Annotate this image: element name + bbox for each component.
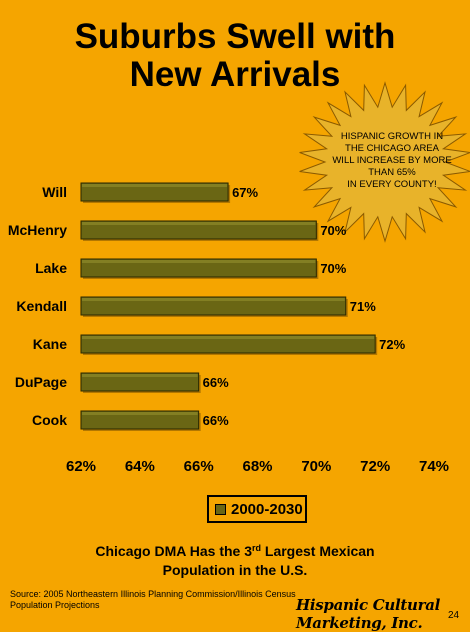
category-label: Will (42, 184, 67, 200)
bar-highlight (82, 374, 198, 377)
page-number: 24 (448, 610, 460, 621)
x-tick-label: 74% (419, 458, 449, 475)
bar (80, 372, 200, 392)
x-tick-label: 66% (184, 458, 214, 475)
page-title: Suburbs Swell with New Arrivals (0, 18, 470, 94)
starburst-shape (299, 81, 470, 243)
title-line-1: Suburbs Swell with (74, 17, 396, 56)
data-label: 66% (203, 375, 229, 390)
bar-highlight (82, 260, 316, 263)
category-label: Lake (35, 260, 67, 276)
bar-highlight (82, 298, 345, 301)
caption-line-2: Population in the U.S. (162, 562, 308, 578)
bar-highlight (82, 336, 375, 339)
category-label: Cook (32, 412, 67, 428)
caption-pre: Chicago DMA Has the 3 (95, 543, 252, 559)
caption-post: Largest Mexican (261, 543, 375, 559)
caption: Chicago DMA Has the 3rd Largest Mexican … (0, 539, 470, 580)
bar (80, 410, 200, 430)
bar (80, 220, 317, 240)
x-tick-label: 70% (301, 458, 331, 475)
callout-line: THE CHICAGO AREA (345, 143, 439, 154)
callout-line: HISPANIC GROWTH IN (340, 131, 444, 142)
caption-sup: rd (252, 543, 261, 553)
x-tick-label: 64% (125, 458, 155, 475)
category-label: McHenry (8, 222, 67, 238)
data-label: 67% (232, 185, 258, 200)
legend: 2000-2030 (207, 495, 307, 523)
data-label: 72% (379, 337, 405, 352)
category-label: Kendall (16, 298, 67, 314)
bar-highlight (82, 412, 198, 415)
data-label: 70% (320, 261, 346, 276)
category-label: Kane (33, 336, 67, 352)
callout-line: WILL INCREASE BY MORE (332, 155, 452, 166)
bar (80, 296, 347, 316)
data-label: 71% (350, 299, 376, 314)
x-tick-label: 62% (66, 458, 96, 475)
x-tick-label: 68% (242, 458, 272, 475)
callout-line: THAN 65% (368, 167, 416, 178)
legend-label: 2000-2030 (231, 500, 303, 518)
title-line-2: New Arrivals (129, 55, 341, 94)
category-label: DuPage (15, 374, 67, 390)
x-tick-label: 72% (360, 458, 390, 475)
bar-highlight (82, 222, 316, 225)
bar-highlight (82, 184, 228, 187)
bar (80, 334, 376, 354)
callout-text: HISPANIC GROWTH IN THE CHICAGO AREA WILL… (322, 131, 462, 191)
data-label: 66% (203, 413, 229, 428)
source-note: Source: 2005 Northeastern Illinois Plann… (10, 589, 296, 610)
bar (80, 258, 317, 278)
data-label: 70% (320, 223, 346, 238)
callout-line: IN EVERY COUNTY! (347, 179, 437, 190)
bar (80, 182, 229, 202)
legend-swatch (215, 503, 226, 515)
